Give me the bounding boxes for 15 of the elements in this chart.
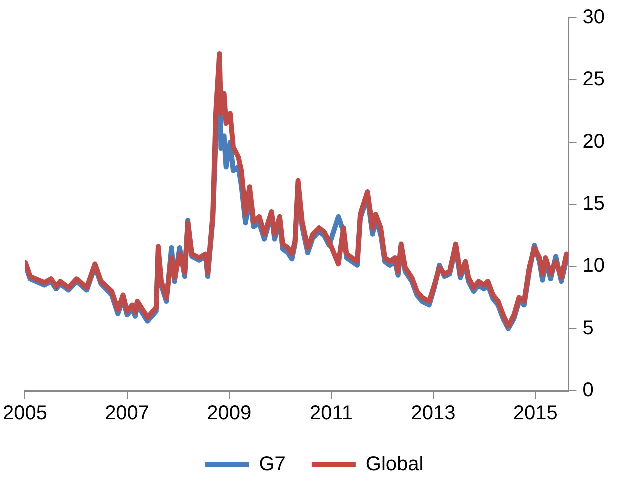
x-tick-label: 2007 bbox=[105, 402, 150, 425]
x-tick-label: 2015 bbox=[513, 402, 558, 425]
legend-label: Global bbox=[366, 454, 424, 476]
x-tick-label: 2009 bbox=[207, 402, 252, 425]
x-tick-label: 2011 bbox=[310, 402, 353, 425]
y-tick-label: 25 bbox=[582, 68, 606, 91]
y-tick-label: 10 bbox=[582, 255, 606, 278]
y-tick-label: 0 bbox=[582, 380, 594, 402]
x-tick-label: 2013 bbox=[411, 402, 456, 425]
x-tick-label: 2005 bbox=[2, 402, 48, 425]
legend-label: G7 bbox=[259, 454, 286, 476]
y-tick-label: 15 bbox=[582, 193, 606, 216]
y-tick-label: 5 bbox=[582, 317, 594, 340]
y-tick-label: 30 bbox=[582, 6, 606, 29]
y-tick-label: 20 bbox=[582, 130, 606, 153]
